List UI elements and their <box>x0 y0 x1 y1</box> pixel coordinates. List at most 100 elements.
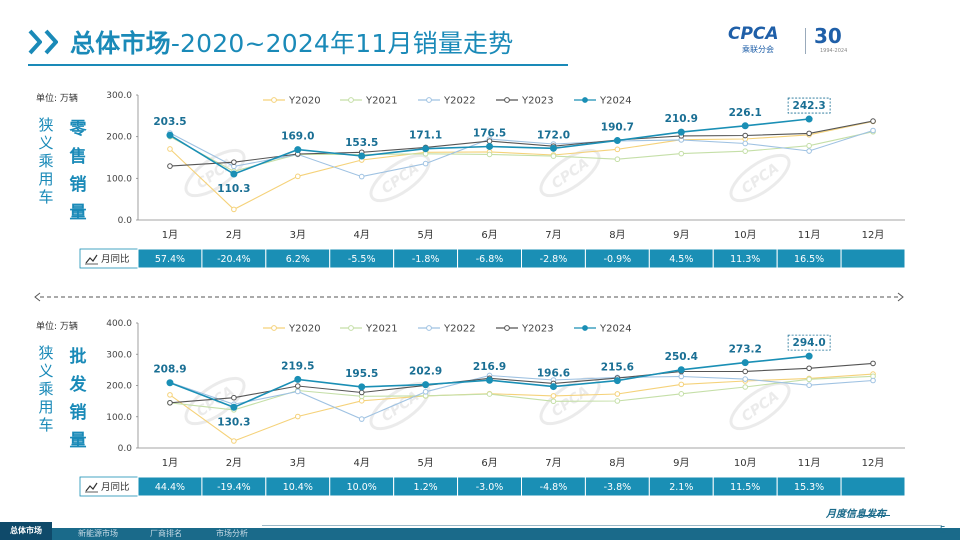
legend-marker <box>504 325 510 331</box>
data-label: 196.6 <box>537 368 570 380</box>
trend-icon-line <box>85 254 98 264</box>
footer-tab-nev[interactable]: 新能源市场 <box>78 529 118 538</box>
data-label: 273.2 <box>729 344 762 356</box>
data-point-y2022 <box>742 140 749 147</box>
release-label: 月度信息发布 <box>826 509 886 520</box>
data-point-y2023 <box>870 360 876 367</box>
data-point-y2021 <box>614 156 621 163</box>
legend-label: Y2022 <box>443 96 476 107</box>
watermark-ring <box>184 376 246 426</box>
x-tick-label: 8月 <box>609 457 625 469</box>
side-label-char: 车 <box>38 188 53 206</box>
footer-tab-overall[interactable]: 总体市场 <box>0 522 52 540</box>
logo-subtext: 乘联分会 <box>742 45 774 54</box>
data-label: 176.5 <box>473 127 506 139</box>
data-point-y2024 <box>166 379 174 387</box>
data-point-y2024 <box>230 170 238 178</box>
data-point-y2024 <box>805 352 813 360</box>
data-point-y2022 <box>870 127 876 134</box>
metric-label-char: 零 <box>69 119 88 139</box>
side-label-char: 狭 <box>38 116 53 134</box>
metric-label-char: 量 <box>70 430 87 451</box>
footer-tab-analysis[interactable]: 市场分析 <box>216 529 248 538</box>
series-line-y2022 <box>169 129 874 178</box>
footer-bar <box>0 528 960 540</box>
data-point-y2022 <box>358 173 365 180</box>
logo-30: 30 <box>814 24 842 48</box>
data-point-y2021 <box>486 391 493 397</box>
data-label: 208.9 <box>153 364 186 376</box>
x-tick-label: 2月 <box>226 457 242 469</box>
watermark-text: CPCA <box>739 388 782 425</box>
data-point-y2022 <box>422 160 429 167</box>
cpca-watermark: CPCA <box>729 153 791 203</box>
data-point-y2024 <box>805 115 813 123</box>
legend-label: Y2020 <box>288 96 321 107</box>
yoy-value: -3.0% <box>476 482 504 493</box>
title-block: 总体市场-2020~2024年11月销量走势 <box>28 22 513 62</box>
data-label: 203.5 <box>153 116 186 128</box>
watermark-ring <box>184 148 246 198</box>
data-point-y2023 <box>167 163 173 169</box>
y-tick-label: 100.0 <box>106 413 132 423</box>
data-label: 153.5 <box>345 137 378 149</box>
side-label-char: 乘 <box>38 152 53 170</box>
chevron-right-icon <box>44 29 58 55</box>
series-line-y2023 <box>169 362 874 404</box>
highlight-box <box>787 97 831 114</box>
series-line-y2020 <box>169 120 874 211</box>
x-tick-label: 11月 <box>798 229 821 241</box>
x-tick-label: 3月 <box>290 229 306 241</box>
yoy-value: 11.3% <box>730 254 760 265</box>
data-label: 226.1 <box>729 107 762 119</box>
yoy-value: 15.3% <box>794 482 824 493</box>
legend-label: Y2021 <box>365 96 398 107</box>
data-point-y2024 <box>549 144 557 152</box>
legend-marker <box>271 97 277 103</box>
yoy-cell <box>840 476 906 497</box>
watermark-ring <box>369 153 431 203</box>
legend-label: Y2024 <box>599 96 632 107</box>
x-tick-label: 7月 <box>545 457 561 469</box>
chevron-right-icon <box>28 29 42 55</box>
data-point-y2024 <box>294 375 302 383</box>
data-point-y2021 <box>550 398 557 405</box>
data-label: 294.0 <box>793 337 826 349</box>
logo-separator <box>805 28 806 54</box>
yoy-value: 10.0% <box>347 482 377 493</box>
yoy-label: 月同比 <box>101 253 130 265</box>
x-tick-label: 10月 <box>734 457 757 469</box>
unit-label: 单位: 万辆 <box>36 320 78 332</box>
data-point-y2023 <box>358 389 365 396</box>
footer-tab-ranking[interactable]: 厂商排名 <box>150 529 182 538</box>
legend-label: Y2021 <box>365 324 398 335</box>
data-point-y2023 <box>294 383 301 389</box>
metric-label-char: 批 <box>70 346 87 367</box>
x-tick-label: 12月 <box>862 457 885 469</box>
data-point-y2021 <box>486 151 493 158</box>
data-label: 172.0 <box>537 129 570 141</box>
data-point-y2022 <box>870 377 876 384</box>
trend-icon <box>85 482 98 493</box>
x-tick-label: 8月 <box>609 229 625 241</box>
x-tick-label: 4月 <box>354 457 370 469</box>
data-label: 190.7 <box>601 122 634 134</box>
data-label: 215.6 <box>601 362 634 374</box>
release-line <box>860 515 890 516</box>
data-point-y2020 <box>294 413 301 420</box>
title-underline <box>28 64 568 66</box>
x-tick-label: 10月 <box>734 229 757 241</box>
data-point-y2021 <box>806 142 812 149</box>
yoy-label: 月同比 <box>101 481 130 493</box>
watermark-ring <box>539 148 601 198</box>
side-label-char: 用 <box>38 170 53 188</box>
data-point-y2024 <box>422 145 430 153</box>
data-point-y2022 <box>742 376 749 382</box>
x-tick-label: 6月 <box>481 229 497 241</box>
legend-marker <box>271 325 277 331</box>
data-point-y2020 <box>294 173 301 180</box>
side-label-char: 车 <box>38 416 53 434</box>
side-label-char: 用 <box>38 398 53 416</box>
legend-marker <box>582 97 588 103</box>
